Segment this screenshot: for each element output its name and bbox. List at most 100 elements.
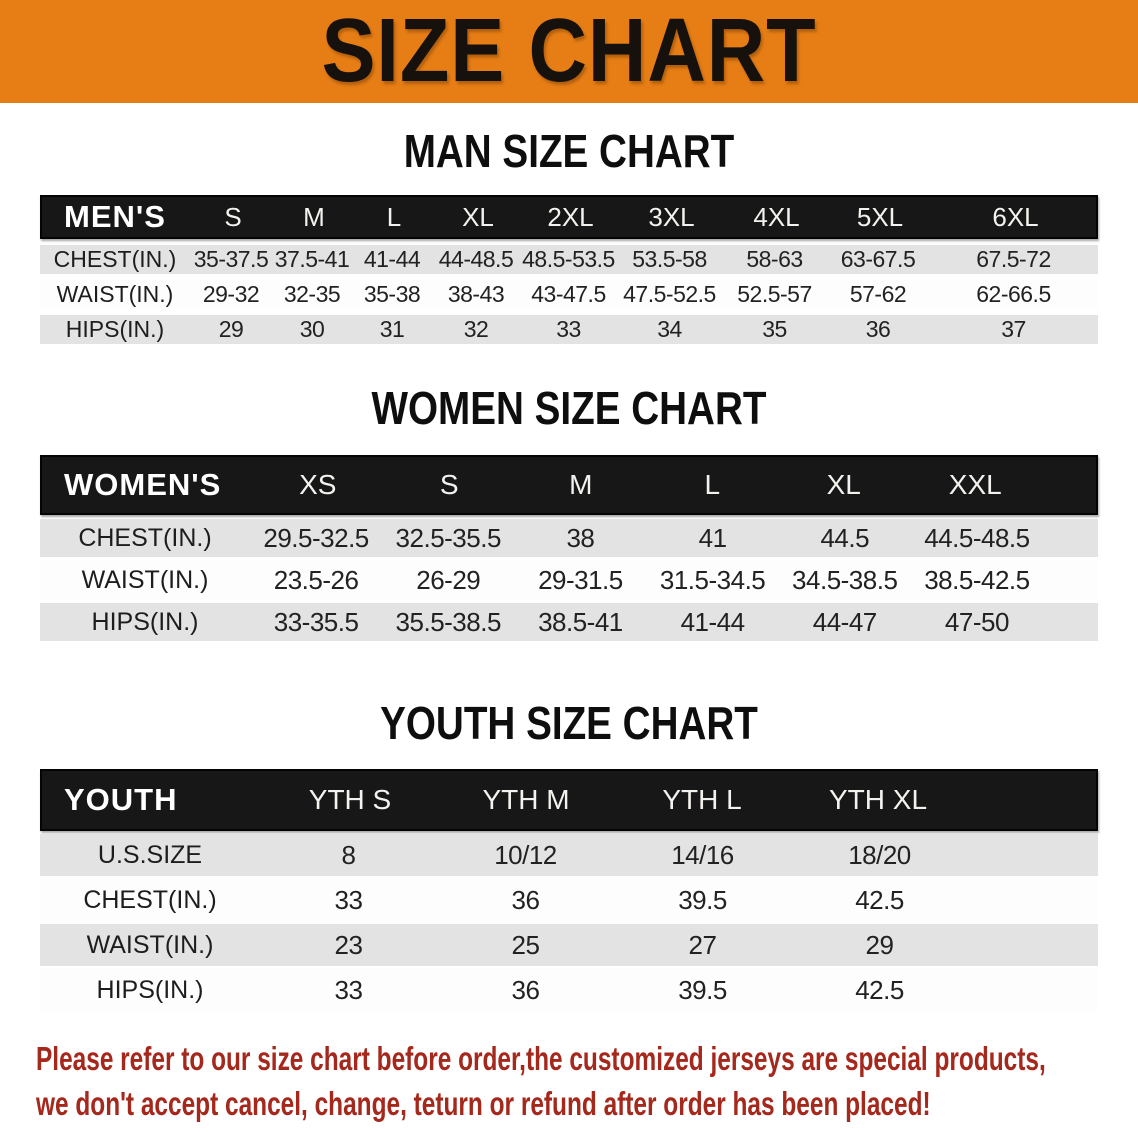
youth-size-table: YOUTH YTH S YTH M YTH L YTH XL U.S.SIZE … <box>40 769 1098 1011</box>
table-cell: 23.5-26 <box>273 564 359 595</box>
men-table-header-row: MEN'S S M L XL 2XL 3XL 4XL 5XL 6XL <box>40 195 1098 239</box>
table-cell: 31.5-34.5 <box>659 564 766 595</box>
size-column-header: XL <box>462 201 494 232</box>
row-label: CHEST(IN.) <box>53 246 177 272</box>
table-cell: 33 <box>334 974 363 1005</box>
men-size-table: MEN'S S M L XL 2XL 3XL 4XL 5XL 6XL CHEST… <box>40 195 1098 344</box>
table-cell: 37.5-41 <box>274 246 350 272</box>
table-cell: 29-32 <box>202 281 260 307</box>
table-cell: 25 <box>511 929 540 960</box>
table-cell: 44.5-48.5 <box>924 522 1030 553</box>
row-label: WAIST(IN.) <box>56 281 174 307</box>
table-cell: 34.5-38.5 <box>792 564 898 595</box>
size-column-header: XS <box>299 469 337 500</box>
table-cell: 58-63 <box>746 246 803 272</box>
women-chest-row: CHEST(IN.) 29.5-32.5 32.5-35.5 38 41 44.… <box>40 519 1098 557</box>
youth-section-heading: YOUTH SIZE CHART <box>380 697 758 749</box>
women-size-table: WOMEN'S XS S M L XL XXL CHEST(IN.) 29.5-… <box>40 455 1098 641</box>
table-cell: 33-35.5 <box>273 606 359 637</box>
row-label: WAIST(IN.) <box>81 565 209 594</box>
table-cell: 41 <box>698 522 727 553</box>
women-table-title: WOMEN'S <box>64 467 222 502</box>
banner: SIZE CHART <box>0 0 1138 103</box>
table-cell: 35-38 <box>363 281 421 307</box>
table-cell: 44.5 <box>820 522 870 553</box>
table-cell: 32 <box>463 316 489 342</box>
table-cell: 14/16 <box>671 839 734 870</box>
size-column-header: YTH M <box>482 784 570 815</box>
size-column-header: 5XL <box>856 201 904 232</box>
women-table-header-row: WOMEN'S XS S M L XL XXL <box>40 455 1098 515</box>
table-cell: 57-62 <box>849 281 907 307</box>
table-cell: 38 <box>566 522 595 553</box>
table-cell: 33 <box>334 884 363 915</box>
youth-chest-row: CHEST(IN.) 33 36 39.5 42.5 <box>40 879 1098 921</box>
table-cell: 36 <box>511 974 540 1005</box>
size-column-header: YTH L <box>662 784 742 815</box>
table-cell: 37 <box>1001 316 1026 342</box>
row-label: U.S.SIZE <box>97 840 203 869</box>
banner-title: SIZE CHART <box>321 1 817 101</box>
table-cell: 53.5-58 <box>632 246 707 272</box>
men-chest-row: CHEST(IN.) 35-37.5 37.5-41 41-44 44-48.5… <box>40 245 1098 274</box>
men-section-heading: MAN SIZE CHART <box>403 125 735 177</box>
size-column-header: S <box>439 469 459 500</box>
table-cell: 44-47 <box>812 606 878 637</box>
row-label: CHEST(IN.) <box>83 885 217 914</box>
table-cell: 47-50 <box>944 606 1010 637</box>
disclaimer: Please refer to our size chart before or… <box>36 1036 1138 1126</box>
size-column-header: 2XL <box>547 201 594 232</box>
table-cell: 52.5-57 <box>737 281 812 307</box>
table-cell: 30 <box>299 316 325 342</box>
row-label: HIPS(IN.) <box>96 975 204 1004</box>
table-cell: 33 <box>556 316 581 342</box>
disclaimer-line-1: Please refer to our size chart before or… <box>36 1040 1046 1077</box>
table-cell: 26-29 <box>416 564 481 595</box>
table-cell: 63-67.5 <box>840 246 916 272</box>
table-cell: 31 <box>379 316 405 342</box>
men-table-title: MEN'S <box>64 199 166 234</box>
table-cell: 41-44 <box>680 606 746 637</box>
table-cell: 38.5-42.5 <box>924 564 1030 595</box>
table-cell: 29.5-32.5 <box>263 522 369 553</box>
table-cell: 48.5-53.5 <box>522 246 615 272</box>
size-column-header: 4XL <box>753 201 800 232</box>
table-cell: 35.5-38.5 <box>395 606 502 637</box>
size-column-header: L <box>704 469 721 500</box>
table-cell: 36 <box>511 884 540 915</box>
youth-table-header-row: YOUTH YTH S YTH M YTH L YTH XL <box>40 769 1098 831</box>
size-column-header: M <box>303 201 325 232</box>
size-column-header: S <box>224 201 242 232</box>
row-label: HIPS(IN.) <box>65 316 165 342</box>
table-cell: 42.5 <box>855 884 904 915</box>
table-cell: 27 <box>688 929 717 960</box>
row-label: WAIST(IN.) <box>86 930 214 959</box>
table-cell: 39.5 <box>678 884 727 915</box>
disclaimer-line-2: we don't accept cancel, change, teturn o… <box>36 1085 931 1122</box>
size-column-header: YTH S <box>308 784 392 815</box>
table-cell: 29 <box>865 929 894 960</box>
table-cell: 35 <box>762 316 787 342</box>
size-column-header: XXL <box>948 469 1002 500</box>
table-cell: 62-66.5 <box>976 281 1051 307</box>
size-column-header: 6XL <box>992 201 1039 232</box>
table-cell: 42.5 <box>855 974 904 1005</box>
size-column-header: XL <box>826 469 861 500</box>
table-cell: 32.5-35.5 <box>395 522 502 553</box>
table-cell: 67.5-72 <box>976 246 1051 272</box>
table-cell: 47.5-52.5 <box>623 281 716 307</box>
women-section-heading: WOMEN SIZE CHART <box>371 382 767 434</box>
row-label: HIPS(IN.) <box>91 607 199 636</box>
table-cell: 38-43 <box>447 281 505 307</box>
table-cell: 18/20 <box>848 839 911 870</box>
table-cell: 32-35 <box>283 281 341 307</box>
youth-waist-row: WAIST(IN.) 23 25 27 29 <box>40 924 1098 966</box>
table-cell: 29 <box>218 316 244 342</box>
table-cell: 43-47.5 <box>531 281 606 307</box>
table-cell: 35-37.5 <box>193 246 269 272</box>
table-cell: 39.5 <box>678 974 727 1005</box>
size-column-header: L <box>386 201 402 232</box>
table-cell: 41-44 <box>363 246 421 272</box>
table-cell: 10/12 <box>494 839 557 870</box>
